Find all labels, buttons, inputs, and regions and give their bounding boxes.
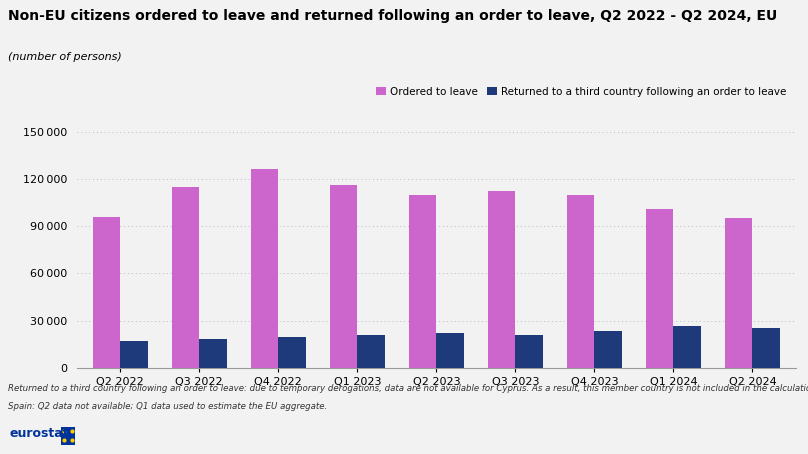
Text: (number of persons): (number of persons) <box>8 52 122 62</box>
Bar <box>250 169 278 368</box>
Legend: Ordered to leave, Returned to a third country following an order to leave: Ordered to leave, Returned to a third co… <box>372 82 791 101</box>
Bar <box>409 195 436 368</box>
Bar <box>488 192 516 368</box>
Bar <box>200 339 227 368</box>
Bar <box>566 195 595 368</box>
Bar <box>357 335 385 368</box>
Bar <box>436 333 464 368</box>
Bar <box>93 217 120 368</box>
Text: eurostat: eurostat <box>10 427 69 440</box>
Bar <box>646 209 673 368</box>
Bar <box>516 335 543 368</box>
Text: Spain: Q2 data not available; Q1 data used to estimate the EU aggregate.: Spain: Q2 data not available; Q1 data us… <box>8 402 327 411</box>
Text: Non-EU citizens ordered to leave and returned following an order to leave, Q2 20: Non-EU citizens ordered to leave and ret… <box>8 9 777 23</box>
Text: Returned to a third country following an order to leave: due to temporary deroga: Returned to a third country following an… <box>8 384 808 393</box>
Bar <box>120 341 148 368</box>
Bar <box>330 185 357 368</box>
Bar <box>673 326 701 368</box>
Bar <box>278 337 306 368</box>
Bar <box>752 328 780 368</box>
Bar <box>725 218 752 368</box>
Bar <box>171 187 200 368</box>
Bar <box>595 331 622 368</box>
